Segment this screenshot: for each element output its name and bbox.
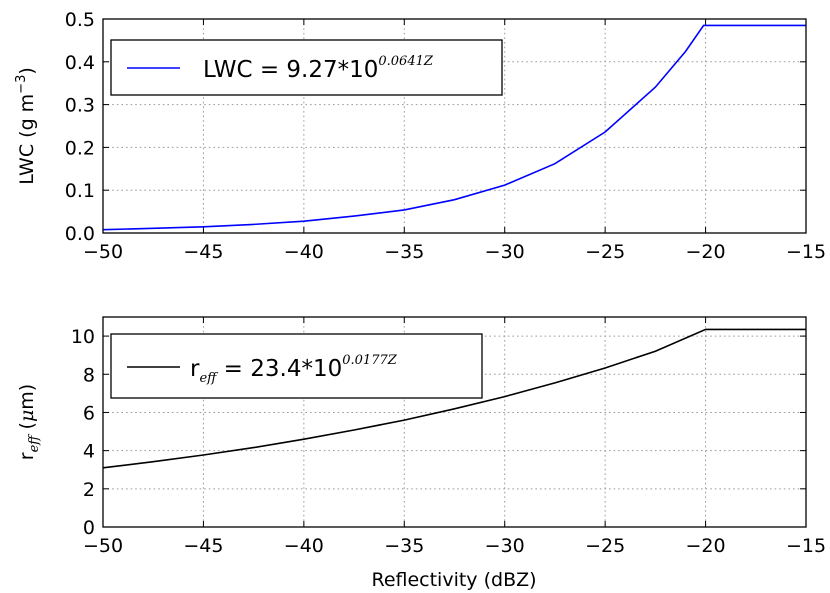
reff-x-tick-label: −50 <box>83 535 123 557</box>
reff-x-tick-label: −35 <box>384 535 424 557</box>
reff-x-tick-label: −20 <box>686 535 726 557</box>
lwc-legend: LWC = 9.27*100.0641Z <box>110 39 503 96</box>
reff-plot-frame <box>102 316 807 528</box>
lwc-x-tick-label: −50 <box>83 241 123 263</box>
reff-x-tick-label: −15 <box>786 535 826 557</box>
reff-y-tick-label: 8 <box>83 364 95 386</box>
lwc-series-line <box>102 24 806 231</box>
reff-y-tick-label: 2 <box>83 479 95 501</box>
lwc-legend-label: LWC = 9.27*100.0641Z <box>203 54 434 83</box>
lwc-x-ticks: −50 −45 −40 −35 −30 −25 −20 −15 <box>83 19 826 263</box>
reff-series-line <box>102 328 806 469</box>
lwc-y-tick-label: 0.3 <box>65 95 95 117</box>
lwc-x-tick-label: −45 <box>183 241 223 263</box>
reff-legend-box <box>110 333 483 399</box>
reff-x-tick-label: −25 <box>585 535 625 557</box>
lwc-y-tick-label: 0.1 <box>65 180 95 202</box>
reff-y-tick-label: 10 <box>71 326 95 348</box>
reff-x-tick-label: −30 <box>485 535 525 557</box>
reff-x-ticks: −50 −45 −40 −35 −30 −25 −20 −15 <box>83 317 826 557</box>
reff-y-tick-label: 0 <box>83 517 95 539</box>
lwc-y-tick-label: 0.5 <box>65 9 95 31</box>
lwc-x-tick-label: −30 <box>485 241 525 263</box>
reff-y-axis-label: reff (μm) <box>16 384 42 460</box>
x-axis-label: Reflectivity (dBZ) <box>371 569 536 591</box>
lwc-x-tick-label: −20 <box>686 241 726 263</box>
reff-y-ticks: 0 2 4 6 8 10 <box>71 326 806 539</box>
lwc-y-axis-label: LWC (g m−3) <box>14 67 38 185</box>
lwc-y-ticks: 0.0 0.1 0.2 0.3 0.4 0.5 <box>65 9 806 245</box>
lwc-x-tick-label: −15 <box>786 241 826 263</box>
lwc-y-tick-label: 0.2 <box>65 137 95 159</box>
reff-legend-label: reff = 23.4*100.0177Z <box>190 353 398 386</box>
lwc-x-tick-label: −25 <box>585 241 625 263</box>
lwc-x-tick-label: −40 <box>284 241 324 263</box>
reff-legend: reff = 23.4*100.0177Z <box>110 333 483 399</box>
lwc-plot-frame <box>102 18 807 234</box>
lwc-y-tick-label: 0.4 <box>65 52 95 74</box>
lwc-panel: −50 −45 −40 −35 −30 −25 −20 −15 0.0 0.1 0.2 0.3 0.4… <box>14 9 826 263</box>
lwc-x-tick-label: −35 <box>384 241 424 263</box>
reff-gridlines <box>103 317 806 527</box>
reff-panel: −50 −45 −40 −35 −30 −25 −20 −15 0 2 4 6 8 10 reff = … <box>16 316 826 591</box>
reff-x-tick-label: −45 <box>183 535 223 557</box>
reff-y-tick-label: 4 <box>83 441 95 463</box>
lwc-gridlines <box>103 19 806 233</box>
lwc-y-tick-label: 0.0 <box>65 223 95 245</box>
reff-y-tick-label: 6 <box>83 402 95 424</box>
reff-x-tick-label: −40 <box>284 535 324 557</box>
